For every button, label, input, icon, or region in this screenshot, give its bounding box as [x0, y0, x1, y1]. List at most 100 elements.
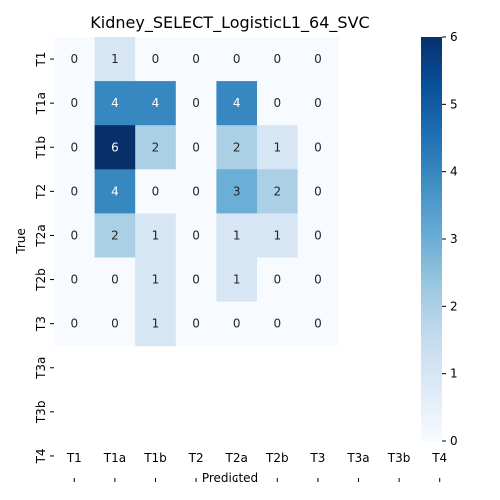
heatmap-cell — [94, 301, 136, 347]
x-tick-label: T3 — [309, 451, 325, 465]
heatmap-cell — [175, 257, 217, 303]
heatmap-cell — [297, 301, 339, 347]
heatmap-cell — [216, 169, 258, 214]
cell-value-label: 1 — [233, 273, 241, 287]
heatmap-cell — [175, 301, 217, 347]
cell-value-label: 0 — [273, 273, 281, 287]
heatmap-cell — [94, 169, 136, 214]
heatmap-cell — [175, 169, 217, 214]
cell-value-label: 0 — [192, 317, 200, 331]
cell-value-label: 0 — [273, 96, 281, 110]
heatmap-cell — [175, 37, 217, 82]
heatmap-cell — [94, 125, 136, 170]
cell-value-label: 0 — [192, 228, 200, 242]
chart-title: Kidney_SELECT_LogisticL1_64_SVC — [90, 13, 369, 33]
heatmap-cell — [135, 37, 177, 82]
cell-value-label: 0 — [314, 184, 322, 198]
y-axis-ticks: T1 T1a T1b T2 T2a T2b T3 T3a T3b T4 — [34, 52, 54, 464]
heatmap-cell — [216, 257, 258, 303]
colorbar-tick-label: 0 — [450, 434, 458, 448]
colorbar — [421, 37, 442, 441]
cell-value-label: 0 — [70, 228, 78, 242]
heatmap-cell — [257, 257, 299, 303]
cell-value-label: 1 — [273, 140, 281, 154]
heatmap-cell — [135, 257, 177, 303]
colorbar-tick-label: 6 — [450, 30, 458, 44]
cell-annotations: 0 1 0 0 0 0 0 0 4 4 0 4 0 0 0 6 2 0 2 1 0 0 4 0 0 3 2 0 0 2 1 0 1 1 0 0 0 1 0 1… — [70, 52, 321, 331]
x-tick-label: T1a — [103, 451, 126, 465]
heatmap-cells — [54, 37, 339, 347]
heatmap-cell — [297, 81, 339, 126]
colorbar-tick-label: 1 — [450, 367, 458, 381]
y-tick-label: T2a — [34, 224, 48, 247]
cell-value-label: 0 — [192, 184, 200, 198]
y-axis-label: True — [14, 228, 28, 255]
cell-value-label: 0 — [192, 96, 200, 110]
cell-value-label: 1 — [152, 273, 160, 287]
heatmap-cell — [297, 169, 339, 214]
heatmap-cell — [297, 37, 339, 82]
cell-value-label: 0 — [314, 96, 322, 110]
heatmap-cell — [54, 125, 96, 170]
heatmap-cell — [54, 213, 96, 258]
x-tick-label: T3b — [387, 451, 411, 465]
x-tick-label: T2 — [188, 451, 204, 465]
cell-value-label: 0 — [192, 52, 200, 66]
heatmap-cell — [216, 301, 258, 347]
heatmap-cell — [94, 257, 136, 303]
y-tick-label: T2 — [34, 184, 48, 200]
heatmap-cell — [135, 169, 177, 214]
cell-value-label: 6 — [111, 140, 119, 154]
heatmap-cell — [175, 81, 217, 126]
x-tick-label: T2a — [225, 451, 248, 465]
cell-value-label: 0 — [70, 184, 78, 198]
cell-value-label: 0 — [111, 273, 119, 287]
heatmap-cell — [257, 169, 299, 214]
y-tick-label: T1a — [34, 92, 48, 115]
heatmap-cell — [216, 37, 258, 82]
heatmap-cell — [94, 37, 136, 82]
heatmap-cell — [257, 125, 299, 170]
colorbar-tick-label: 2 — [450, 299, 458, 313]
colorbar-tick-label: 4 — [450, 165, 458, 179]
heatmap-cell — [175, 125, 217, 170]
heatmap-cell — [175, 213, 217, 258]
cell-value-label: 4 — [111, 184, 119, 198]
y-tick-label: T3a — [34, 357, 48, 380]
x-axis-label: Predicted — [202, 471, 258, 485]
cell-value-label: 0 — [273, 317, 281, 331]
cell-value-label: 0 — [314, 140, 322, 154]
cell-value-label: 0 — [70, 140, 78, 154]
x-tick-label: T4 — [431, 451, 447, 465]
cell-value-label: 0 — [192, 140, 200, 154]
cell-value-label: 0 — [314, 52, 322, 66]
cell-value-label: 0 — [233, 317, 241, 331]
heatmap-cell — [216, 213, 258, 258]
heatmap-cell — [135, 125, 177, 170]
cell-value-label: 2 — [273, 184, 281, 198]
cell-value-label: 0 — [314, 228, 322, 242]
heatmap-cell — [135, 301, 177, 347]
cell-value-label: 0 — [70, 273, 78, 287]
y-tick-label: T3b — [34, 401, 48, 425]
heatmap-cell — [216, 81, 258, 126]
heatmap-cell — [54, 301, 96, 347]
y-tick-label: T4 — [34, 448, 48, 464]
y-tick-label: T1 — [34, 52, 48, 68]
y-tick-label: T2b — [34, 268, 48, 292]
cell-value-label: 4 — [152, 96, 160, 110]
cell-value-label: 0 — [273, 52, 281, 66]
heatmap-cell — [54, 37, 96, 82]
heatmap-cell — [216, 125, 258, 170]
y-tick-label: T1b — [34, 136, 48, 160]
cell-value-label: 0 — [152, 52, 160, 66]
heatmap-cell — [54, 169, 96, 214]
x-tick-label: T2b — [265, 451, 289, 465]
heatmap-cell — [297, 257, 339, 303]
cell-value-label: 1 — [152, 317, 160, 331]
colorbar-tick-label: 5 — [450, 97, 458, 111]
cell-value-label: 0 — [70, 317, 78, 331]
cell-value-label: 2 — [152, 140, 160, 154]
cell-value-label: 0 — [70, 96, 78, 110]
